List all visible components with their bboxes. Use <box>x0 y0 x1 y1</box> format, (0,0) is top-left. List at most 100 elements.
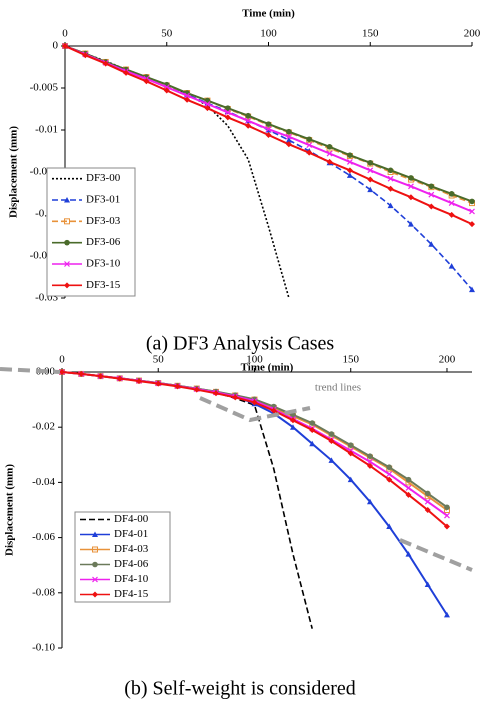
marker <box>469 286 475 293</box>
marker <box>424 507 431 513</box>
marker <box>285 141 292 148</box>
marker <box>64 218 70 225</box>
marker <box>92 546 98 553</box>
marker <box>448 191 455 197</box>
marker <box>328 438 335 444</box>
marker <box>193 386 200 393</box>
marker <box>212 390 219 397</box>
marker <box>265 132 272 139</box>
marker <box>289 417 296 424</box>
marker <box>326 158 333 165</box>
y-axis-title: Displacement (mm) <box>8 126 20 218</box>
marker <box>367 167 374 174</box>
marker <box>405 491 412 498</box>
marker <box>408 175 414 181</box>
marker <box>347 442 354 448</box>
x-tick-label: 150 <box>362 28 379 40</box>
marker <box>428 183 435 190</box>
marker <box>408 183 414 190</box>
marker <box>204 105 211 112</box>
marker <box>424 581 431 588</box>
marker <box>64 261 70 267</box>
marker <box>405 551 412 557</box>
marker <box>328 431 335 437</box>
marker <box>347 450 354 457</box>
marker <box>174 383 181 390</box>
marker <box>143 78 150 85</box>
legend-box <box>46 167 136 297</box>
marker <box>97 373 104 380</box>
marker <box>306 136 313 143</box>
trend-line <box>199 396 311 423</box>
marker <box>444 504 450 511</box>
marker <box>64 282 70 289</box>
marker <box>428 191 435 198</box>
x-tick-label: 0 <box>62 28 68 40</box>
marker <box>286 128 292 135</box>
marker <box>448 211 455 218</box>
marker <box>224 114 231 121</box>
marker <box>285 137 292 143</box>
marker <box>347 152 353 158</box>
legend-label: DF3-01 <box>86 194 120 206</box>
y-tick-label: 0 <box>53 40 59 52</box>
marker <box>443 611 450 618</box>
marker <box>347 476 354 483</box>
marker <box>367 453 373 459</box>
marker <box>289 424 296 430</box>
legend-box <box>74 511 171 603</box>
marker <box>367 159 374 166</box>
marker <box>387 167 394 174</box>
y-tick-label: -0.01 <box>35 124 58 136</box>
marker <box>245 112 251 119</box>
x-axis-title: Time (min) <box>242 8 295 20</box>
marker <box>92 531 98 537</box>
marker <box>326 150 333 157</box>
caption: (a) DF3 Analysis Cases <box>146 333 335 355</box>
marker <box>346 167 353 174</box>
marker <box>78 370 85 377</box>
marker <box>386 464 393 471</box>
marker <box>92 591 98 598</box>
marker <box>306 142 313 149</box>
marker <box>387 185 394 192</box>
marker <box>428 203 435 210</box>
marker <box>444 512 450 519</box>
legend-label: DF3-06 <box>86 236 121 248</box>
legend-label: DF3-03 <box>86 215 121 227</box>
legend-label: DF4-00 <box>114 513 149 525</box>
marker <box>64 239 70 246</box>
marker <box>387 202 394 209</box>
marker <box>386 471 393 478</box>
marker <box>346 158 353 165</box>
x-tick-label: 100 <box>260 28 277 40</box>
marker <box>102 60 109 67</box>
marker <box>443 523 450 530</box>
x-tick-label: 200 <box>464 28 480 40</box>
trend-lines <box>0 367 473 572</box>
marker <box>116 375 123 382</box>
marker <box>469 208 475 215</box>
marker <box>387 175 394 182</box>
marker <box>386 476 393 483</box>
marker <box>245 117 252 124</box>
marker <box>407 194 414 201</box>
legend-label: DF3-15 <box>86 279 121 291</box>
caption: (b) Self-weight is considered <box>124 678 356 700</box>
series-line <box>61 371 448 528</box>
marker <box>306 149 313 156</box>
marker <box>82 52 89 59</box>
x-tick-label: 150 <box>342 354 359 366</box>
marker <box>135 378 142 385</box>
marker <box>328 457 335 463</box>
legend-label: DF3-00 <box>86 172 121 184</box>
legend-label: DF4-10 <box>114 573 149 585</box>
marker <box>405 484 412 491</box>
series-line <box>61 371 448 511</box>
marker <box>428 241 435 247</box>
marker <box>309 440 316 447</box>
marker <box>326 144 333 150</box>
marker <box>309 426 316 433</box>
marker <box>265 121 272 127</box>
marker <box>366 498 373 505</box>
